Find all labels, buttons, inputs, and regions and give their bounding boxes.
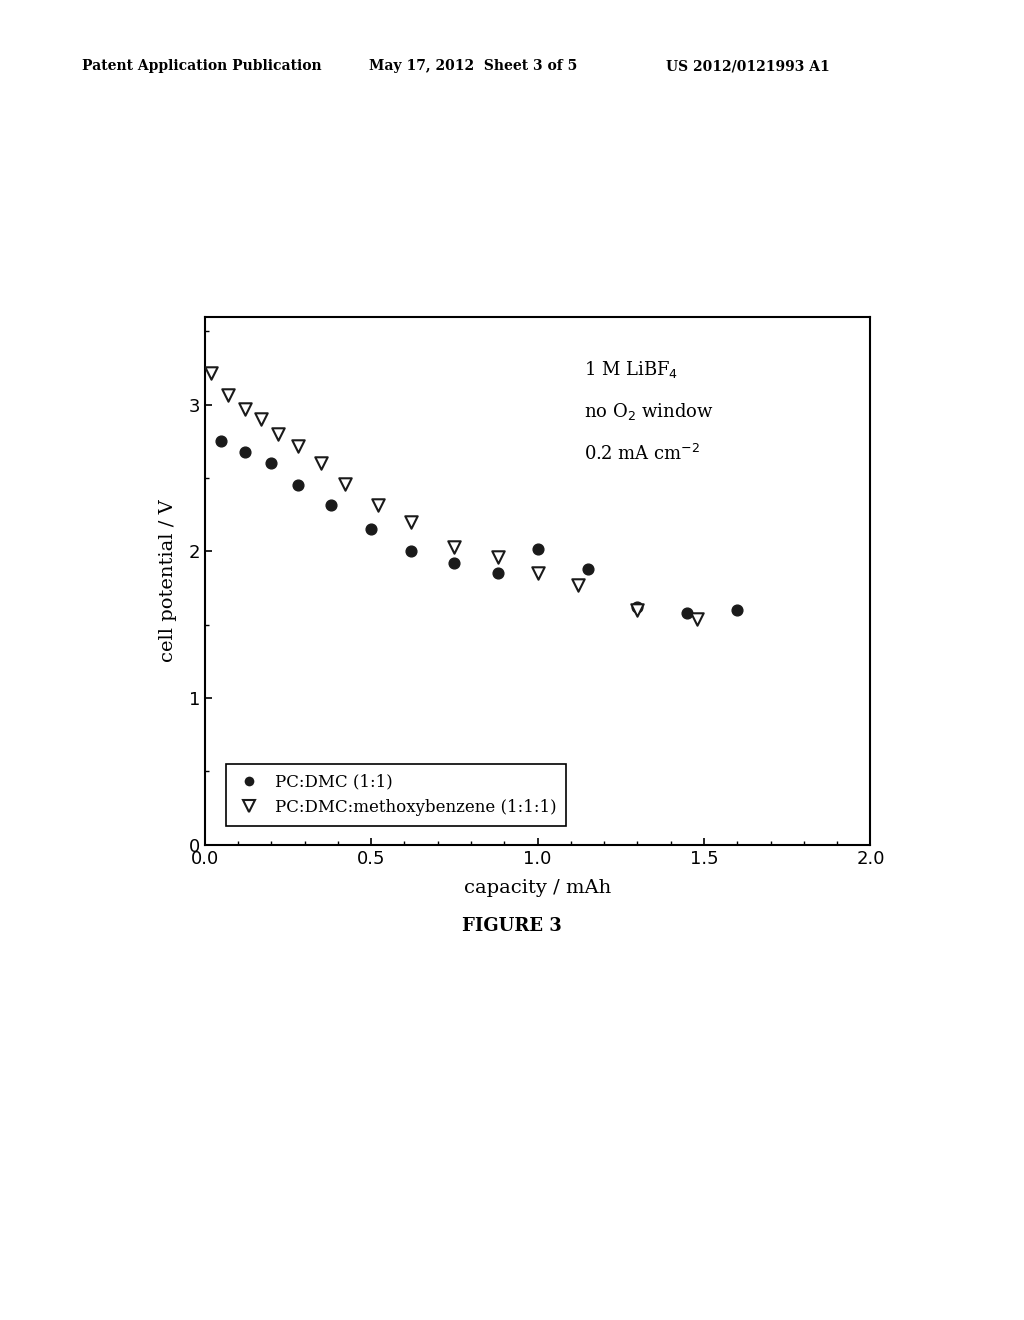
PC:DMC:methoxybenzene (1:1:1) bbox=[336, 474, 352, 495]
PC:DMC:methoxybenzene (1:1:1) bbox=[689, 609, 706, 630]
X-axis label: capacity / mAh: capacity / mAh bbox=[464, 879, 611, 896]
PC:DMC:methoxybenzene (1:1:1) bbox=[270, 424, 287, 445]
PC:DMC:methoxybenzene (1:1:1) bbox=[203, 362, 220, 383]
PC:DMC:methoxybenzene (1:1:1) bbox=[220, 384, 237, 405]
PC:DMC (1:1) bbox=[580, 558, 596, 579]
PC:DMC:methoxybenzene (1:1:1) bbox=[403, 512, 420, 533]
PC:DMC (1:1) bbox=[290, 475, 306, 496]
PC:DMC (1:1) bbox=[324, 494, 340, 515]
PC:DMC (1:1) bbox=[403, 541, 420, 562]
PC:DMC:methoxybenzene (1:1:1) bbox=[529, 562, 546, 583]
PC:DMC (1:1) bbox=[364, 519, 380, 540]
PC:DMC (1:1) bbox=[213, 430, 229, 451]
PC:DMC:methoxybenzene (1:1:1) bbox=[290, 436, 306, 457]
PC:DMC (1:1) bbox=[237, 441, 253, 462]
PC:DMC:methoxybenzene (1:1:1) bbox=[370, 494, 386, 515]
Text: US 2012/0121993 A1: US 2012/0121993 A1 bbox=[666, 59, 829, 74]
PC:DMC:methoxybenzene (1:1:1) bbox=[569, 574, 586, 595]
PC:DMC (1:1) bbox=[489, 562, 506, 583]
Text: Patent Application Publication: Patent Application Publication bbox=[82, 59, 322, 74]
PC:DMC (1:1) bbox=[629, 597, 646, 618]
PC:DMC (1:1) bbox=[529, 539, 546, 560]
PC:DMC (1:1) bbox=[446, 553, 463, 574]
Y-axis label: cell potential / V: cell potential / V bbox=[160, 499, 177, 663]
PC:DMC:methoxybenzene (1:1:1) bbox=[446, 536, 463, 557]
PC:DMC:methoxybenzene (1:1:1) bbox=[253, 409, 269, 430]
Text: 0.2 mA cm$^{-2}$: 0.2 mA cm$^{-2}$ bbox=[584, 444, 700, 463]
PC:DMC (1:1) bbox=[679, 602, 695, 623]
Text: May 17, 2012  Sheet 3 of 5: May 17, 2012 Sheet 3 of 5 bbox=[369, 59, 577, 74]
PC:DMC (1:1) bbox=[729, 599, 745, 620]
PC:DMC:methoxybenzene (1:1:1) bbox=[237, 399, 253, 420]
Text: 1 M LiBF$_4$: 1 M LiBF$_4$ bbox=[584, 359, 678, 380]
PC:DMC:methoxybenzene (1:1:1) bbox=[629, 599, 646, 620]
Text: FIGURE 3: FIGURE 3 bbox=[462, 917, 562, 936]
Legend: PC:DMC (1:1), PC:DMC:methoxybenzene (1:1:1): PC:DMC (1:1), PC:DMC:methoxybenzene (1:1… bbox=[226, 763, 566, 826]
PC:DMC (1:1) bbox=[263, 453, 280, 474]
Text: no O$_2$ window: no O$_2$ window bbox=[584, 401, 714, 422]
PC:DMC:methoxybenzene (1:1:1) bbox=[489, 546, 506, 568]
PC:DMC:methoxybenzene (1:1:1) bbox=[313, 453, 330, 474]
